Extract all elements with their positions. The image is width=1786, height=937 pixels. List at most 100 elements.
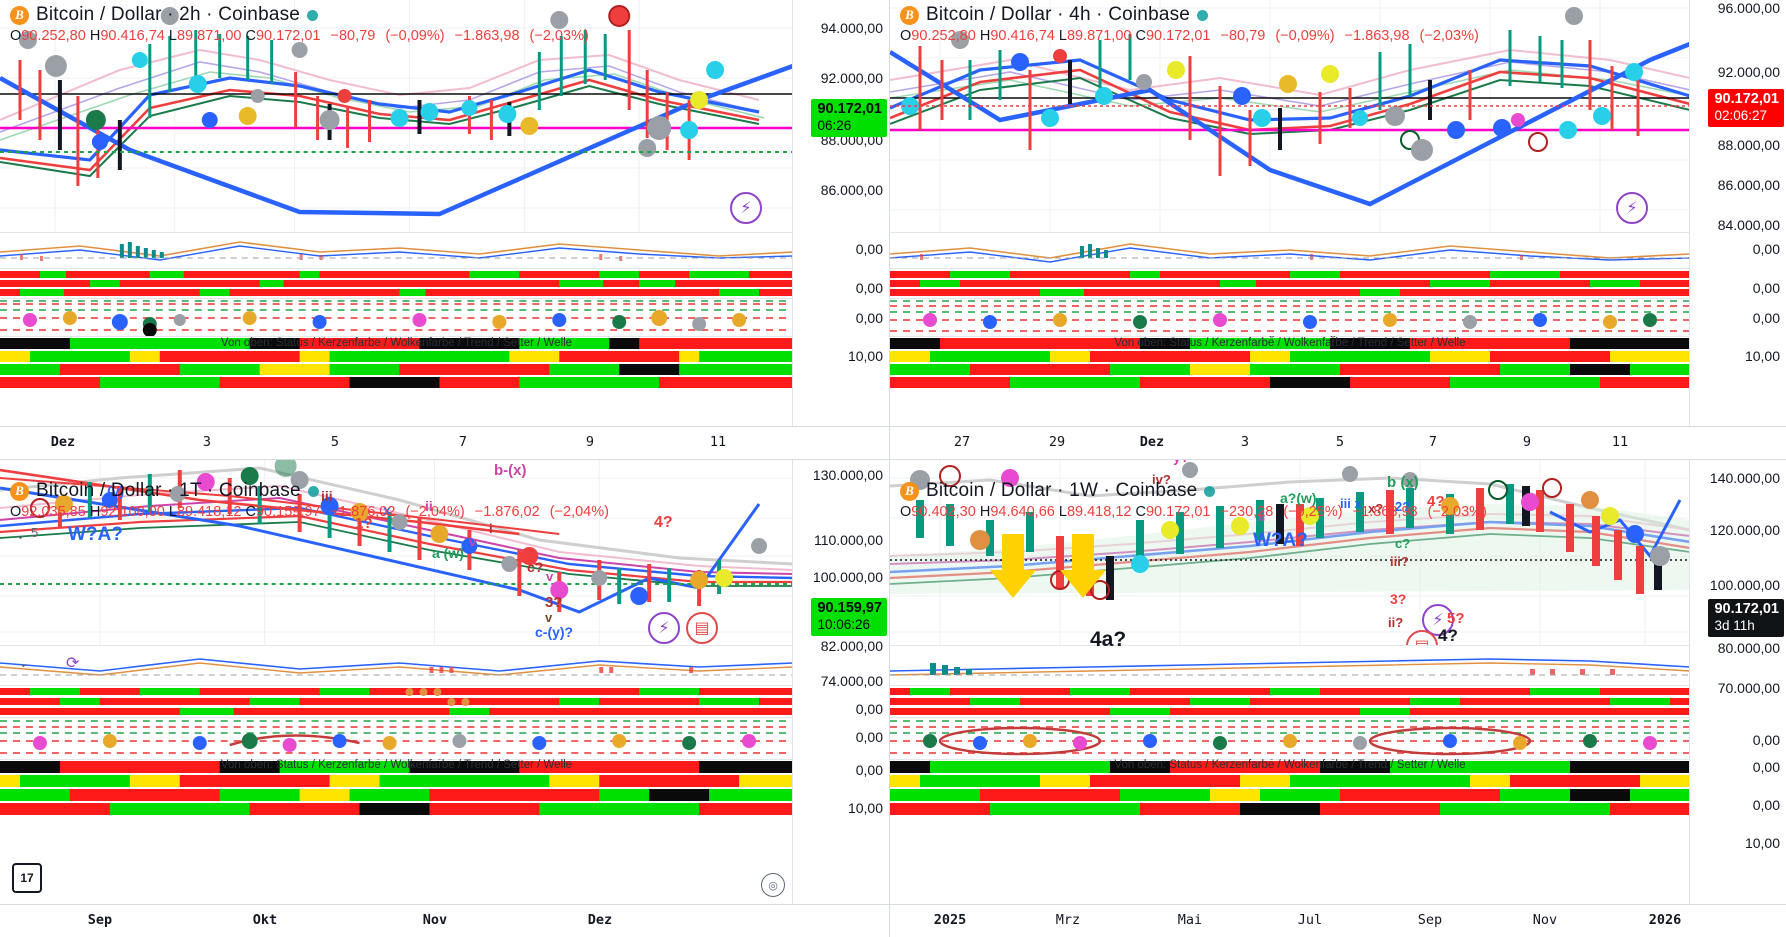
legend-collapse-chevron[interactable]: ⌄	[15, 527, 26, 542]
signal-band-b-1W[interactable]	[890, 717, 1690, 759]
price-axis-4h[interactable]: 96.000,00 92.000,00 88.000,00 86.000,00 …	[1689, 0, 1786, 459]
current-price-tag-4h[interactable]: 90.172,01 02:06:27	[1708, 88, 1784, 128]
time-axis-1T[interactable]: Sep Okt Nov Dez	[0, 904, 889, 937]
time-label: 2026	[1648, 912, 1682, 928]
price-tick: 96.000,00	[1717, 0, 1780, 16]
lightning-icon[interactable]: ⚡	[648, 612, 680, 644]
price-tick: 80.000,00	[1717, 640, 1780, 656]
oscillator-band-4h[interactable]	[890, 232, 1690, 268]
price-tick: 92.000,00	[1717, 64, 1780, 80]
pane-separator	[890, 298, 1690, 299]
price-axis-2h[interactable]: 94.000,00 92.000,00 88.000,00 86.000,00 …	[792, 0, 889, 459]
signal-band-b-2h[interactable]	[0, 298, 793, 336]
price-tick: 0,00	[855, 310, 883, 326]
time-label: Dez	[587, 912, 613, 928]
band-note-label-top: ICE Trading Details: Big Point	[1214, 759, 1366, 760]
price-tick: 0,00	[1752, 310, 1780, 326]
price-tick: 92.000,00	[820, 70, 883, 86]
time-axis-4h[interactable]: 27 29 Dez 3 5 7 9 11	[890, 426, 1786, 459]
lightning-icon[interactable]: ⚡	[730, 192, 762, 224]
status-band-4h[interactable]: ICE Trading Details: Big Point Von oben:…	[890, 336, 1690, 388]
signal-band-a-1T[interactable]	[0, 685, 793, 717]
band-note-label: Von oben: Status / Kerzenfarbe / Wolkenf…	[1114, 337, 1466, 349]
price-tick: 10,00	[847, 348, 883, 364]
tradingview-logo[interactable]: 17	[12, 863, 42, 893]
signal-band-b-4h[interactable]	[890, 298, 1690, 336]
price-tick: 74.000,00	[820, 673, 883, 689]
current-price-tag-1W[interactable]: 90.172,01 3d 11h	[1708, 598, 1784, 638]
price-tick: 10,00	[1744, 835, 1780, 851]
time-label: Nov	[1532, 912, 1558, 928]
time-label: 11	[1611, 434, 1629, 450]
price-tick: 110.000,00	[813, 532, 883, 548]
bar-countdown: 06:26	[817, 118, 852, 134]
pane-separator	[0, 645, 793, 646]
refresh-icon[interactable]: ⟳	[66, 655, 80, 672]
pane-separator	[0, 685, 793, 686]
signal-band-a-1W[interactable]	[890, 685, 1690, 717]
pane-separator	[890, 759, 1690, 760]
plot-area-1T[interactable]: ⚡ ▤	[0, 460, 793, 645]
price-tick: 130.000,00	[812, 467, 883, 483]
time-label: Jul	[1297, 912, 1323, 928]
signal-band-b-1T[interactable]	[0, 717, 793, 759]
time-label: 5	[1335, 434, 1345, 450]
chart-panel-2h[interactable]: ⚡	[0, 0, 890, 460]
status-band-1W[interactable]: ICE Trading Details: Big Point Von oben:…	[890, 759, 1690, 817]
time-axis-2h[interactable]: Dez 3 5 7 9 11	[0, 426, 889, 459]
signal-band-a-4h[interactable]	[890, 268, 1690, 298]
time-label: 27	[953, 434, 971, 450]
time-label: Sep	[87, 912, 113, 928]
band-note-label-top: ICE Trading Details: Big Point	[1214, 336, 1366, 338]
pane-separator	[0, 268, 793, 269]
time-label: 29	[1048, 434, 1066, 450]
chevron-down-icon[interactable]: ⌄	[18, 655, 29, 670]
bar-countdown: 3d 11h	[1714, 618, 1755, 634]
price-tick: 0,00	[855, 241, 883, 257]
us-flag-icon[interactable]: ▤	[686, 612, 718, 644]
price-tick: 0,00	[1752, 732, 1780, 748]
lightning-icon[interactable]: ⚡	[1616, 192, 1648, 224]
band-note-label: Von oben: Status / Kerzenfarbe / Wolkenf…	[220, 759, 573, 771]
price-tick: 84.000,00	[1717, 217, 1780, 233]
chart-panel-1T[interactable]: ⚡ ▤ ⌄ ⟳	[0, 460, 890, 937]
signal-band-a-2h[interactable]	[0, 268, 793, 298]
price-tick: 10,00	[847, 800, 883, 816]
current-price-tag-1T[interactable]: 90.159,97 10:06:26	[811, 597, 887, 637]
settings-icon[interactable]: ◎	[761, 873, 785, 897]
price-tick: 70.000,00	[1717, 680, 1780, 696]
status-band-1T[interactable]: ICE Trading Details: Big Point Von oben:…	[0, 759, 793, 817]
chart-panel-1W[interactable]: ⚡ ▤	[890, 460, 1786, 937]
legend-collapse-count: 5	[31, 525, 39, 540]
band-note-label-top: ICE Trading Details: Big Point	[321, 759, 473, 760]
price-tick: 0,00	[855, 762, 883, 778]
price-tick: 0,00	[1752, 280, 1780, 296]
pane-separator	[0, 759, 793, 760]
oscillator-band-1W[interactable]	[890, 645, 1690, 685]
price-tick: 10,00	[1744, 348, 1780, 364]
time-axis-1W[interactable]: 2025 Mrz Mai Jul Sep Nov 2026	[890, 904, 1786, 937]
pane-separator	[0, 336, 793, 337]
oscillator-band-2h[interactable]	[0, 232, 793, 268]
time-label: Mai	[1177, 912, 1203, 928]
pane-separator	[0, 298, 793, 299]
plot-area-4h[interactable]: ⚡	[890, 0, 1690, 232]
chart-panel-4h[interactable]: ⚡	[890, 0, 1786, 460]
pane-separator	[890, 336, 1690, 337]
time-label: 11	[709, 434, 727, 450]
status-band-2h[interactable]: Von oben: Status / Kerzenfarbe / Wolkenf…	[0, 336, 793, 388]
plot-area-2h[interactable]: ⚡	[0, 0, 793, 232]
time-label: Mrz	[1055, 912, 1081, 928]
current-price-tag-2h[interactable]: 90.172,01 06:26	[811, 98, 887, 138]
price-axis-1W[interactable]: 140.000,00 120.000,00 100.000,00 80.000,…	[1689, 460, 1786, 937]
price-axis-1T[interactable]: 130.000,00 110.000,00 100.000,00 82.000,…	[792, 460, 889, 937]
time-label: 3	[202, 434, 212, 450]
plot-area-1W[interactable]: ⚡ ▤	[890, 460, 1690, 645]
time-label: 9	[585, 434, 595, 450]
time-label: 5	[330, 434, 340, 450]
pane-separator	[890, 232, 1690, 233]
oscillator-band-1T[interactable]: ⌄ ⟳	[0, 645, 793, 685]
pane-separator	[890, 645, 1690, 646]
price-tick: 94.000,00	[820, 20, 883, 36]
